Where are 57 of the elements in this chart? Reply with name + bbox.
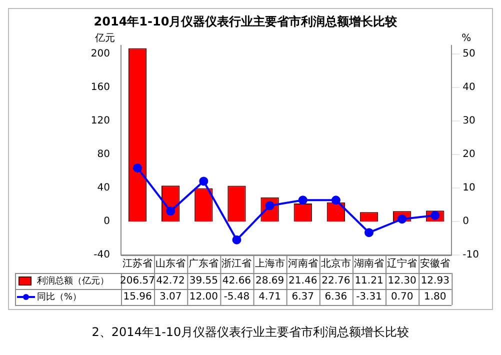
y2-tick-label: 50	[462, 48, 476, 60]
point	[364, 228, 374, 238]
chart-title: 2014年1-10月仪器仪表行业主要省市利润总额增长比较	[94, 14, 398, 28]
y2-axis-title: %	[462, 32, 472, 44]
y-tick-label: 160	[90, 82, 110, 93]
legend-label: 利润总额（亿元）	[37, 275, 109, 286]
data-label: 206.57	[120, 276, 156, 287]
x-tick-label: 辽宁省	[387, 258, 418, 270]
data-label: 12.00	[189, 292, 218, 303]
x-tick-label: 安徽省	[420, 258, 450, 270]
y-axis-title: 亿元	[94, 32, 115, 44]
data-label: 0.70	[390, 292, 414, 303]
data-label: 6.37	[292, 292, 314, 303]
point	[133, 163, 142, 172]
data-label: 6.36	[324, 292, 348, 303]
data-label: 3.07	[159, 292, 182, 303]
point	[331, 196, 340, 205]
y-tick-label: 80	[97, 148, 110, 160]
data-label: 42.66	[222, 276, 252, 287]
y-tick-label: -40	[94, 250, 110, 261]
point	[298, 196, 308, 205]
data-label: 15.96	[123, 292, 152, 303]
data-label: 22.76	[322, 276, 350, 287]
data-label: -5.48	[224, 292, 250, 303]
x-tick-label: 湖南省	[354, 258, 384, 270]
y-tick-label: 0	[104, 216, 110, 228]
data-label: 39.55	[189, 276, 218, 287]
legend-label: 同比（%）	[37, 291, 82, 302]
y2-tick-label: -10	[462, 250, 480, 261]
x-tick-label: 北京市	[320, 258, 351, 270]
x-tick-label: 上海市	[254, 258, 285, 270]
y-tick-label: 200	[90, 48, 110, 60]
data-label: 42.72	[156, 276, 185, 287]
text: 2、2014年1-10月仪器仪表行业主要省市利润总额增长比较	[90, 324, 410, 341]
data-label: 4.71	[258, 292, 281, 303]
y-tick-label: 120	[90, 115, 110, 126]
point	[232, 235, 242, 244]
data-label: 12.30	[388, 276, 416, 287]
point	[199, 176, 208, 186]
x-tick-label: 江苏省	[122, 258, 153, 270]
y-tick-label: 40	[97, 182, 110, 194]
data-label: 12.93	[420, 276, 450, 287]
y2-tick-label: 0	[462, 216, 470, 228]
data-label: -3.31	[356, 292, 382, 303]
y2-tick-label: 40	[462, 82, 476, 93]
x-tick-label: 河南省	[288, 258, 318, 270]
data-label: 21.46	[288, 276, 318, 287]
data-label: 1.80	[424, 292, 446, 303]
x-tick-label: 浙江省	[222, 258, 252, 270]
x-tick-label: 山东省	[156, 258, 186, 270]
x-tick-label: 广东省	[188, 258, 219, 270]
y2-tick-label: 30	[462, 115, 476, 126]
data-label: 28.69	[255, 276, 284, 287]
point	[166, 206, 176, 216]
y2-tick-label: 20	[462, 148, 476, 160]
y2-tick-label: 10	[462, 182, 476, 194]
data-label: 11.21	[354, 276, 384, 287]
